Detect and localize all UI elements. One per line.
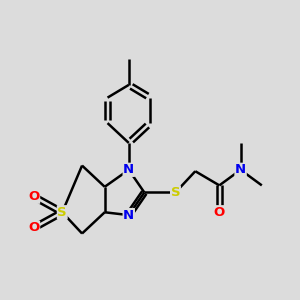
Text: N: N [123,208,134,222]
Text: N: N [123,163,134,176]
Text: S: S [171,186,180,199]
Text: O: O [28,190,40,203]
Text: O: O [28,221,40,234]
Text: S: S [57,206,67,219]
Text: N: N [235,163,246,176]
Text: O: O [214,206,225,219]
